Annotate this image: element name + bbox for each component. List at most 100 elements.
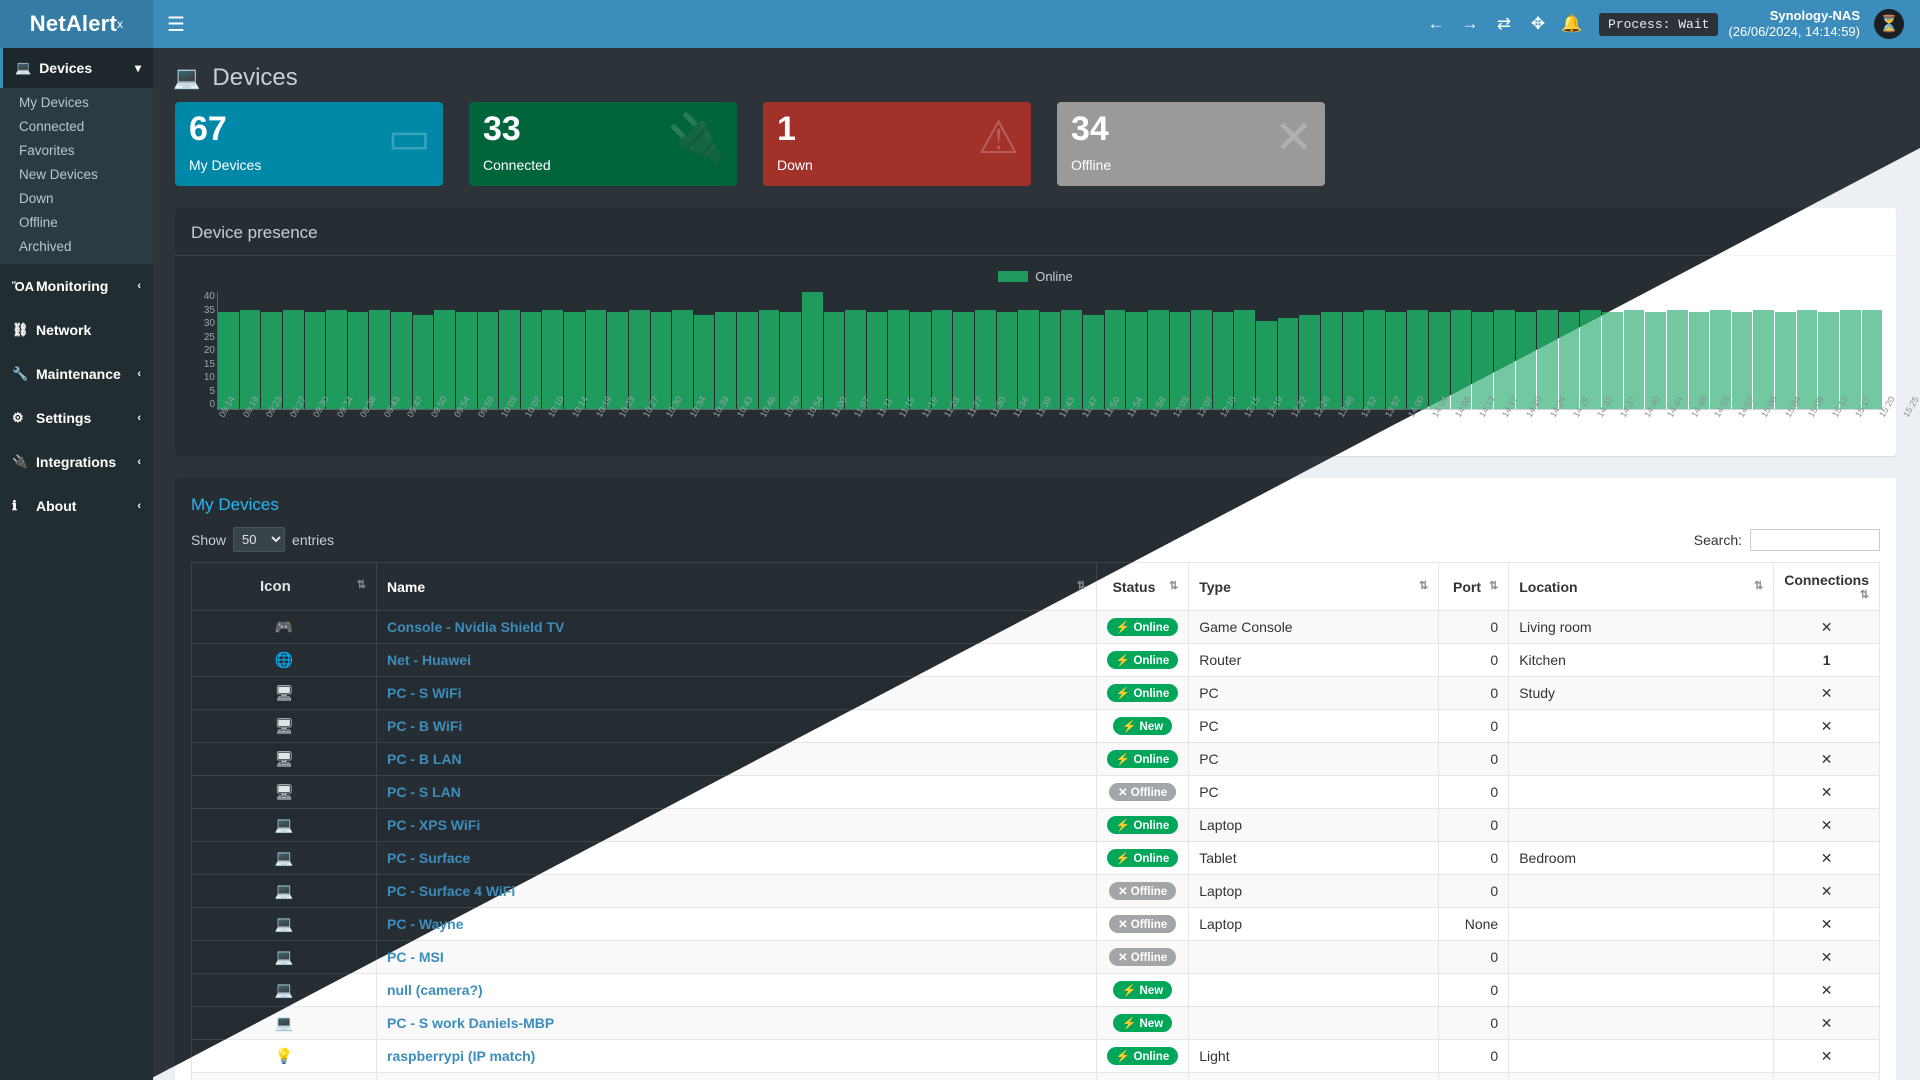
sidebar-subitem-down[interactable]: Down bbox=[19, 190, 54, 206]
chart-bar bbox=[434, 309, 455, 409]
column-header-icon[interactable]: Icon ⇅ bbox=[191, 562, 377, 611]
chart-bar bbox=[888, 309, 909, 409]
device-type bbox=[1188, 940, 1440, 974]
chart-bar bbox=[1104, 309, 1126, 409]
y-tick: 25 bbox=[203, 331, 215, 343]
device-port: 0 bbox=[1438, 643, 1510, 677]
device-name-link[interactable]: Net - Huawei bbox=[387, 652, 472, 668]
hamburger-icon[interactable]: ☰ bbox=[167, 13, 185, 36]
sidebar-sublist: My Devices Connected Favorites New Devices D… bbox=[0, 88, 153, 264]
stat-cards-dark: 67 My Devices ▭ 33 Connected 🔌 1 Down ⚠ 34 Offline… bbox=[153, 102, 1920, 186]
table-row[interactable]: 💻 PC - MSI ✕ Offline 0 ✕ bbox=[191, 940, 1880, 974]
chevron-left-icon: ‹ bbox=[137, 412, 141, 424]
device-name-link[interactable]: PC - Surface bbox=[387, 850, 471, 866]
device-name-link[interactable]: Console - Nvidia Shield TV bbox=[387, 619, 565, 635]
sidebar-item-monitoring[interactable]: ὌA Monitoring ‹ bbox=[0, 264, 153, 308]
device-name-link[interactable]: raspberrypi (IP match) bbox=[387, 1048, 536, 1064]
sort-icon[interactable]: ⇅ bbox=[1419, 579, 1429, 592]
sort-icon[interactable]: ⇅ bbox=[356, 579, 366, 591]
stat-card-down[interactable]: 1 Down ⚠ bbox=[763, 102, 1031, 186]
stat-card-connected[interactable]: 33 Connected 🔌 bbox=[469, 102, 737, 186]
column-header-type[interactable]: Type ⇅ bbox=[1188, 562, 1440, 611]
sort-icon[interactable]: ⇅ bbox=[1489, 579, 1499, 592]
status-text: Offline bbox=[1130, 919, 1168, 931]
sort-icon[interactable]: ⇅ bbox=[1169, 579, 1179, 592]
chart-bar bbox=[1147, 309, 1169, 409]
column-header-connections[interactable]: Connections⇅ bbox=[1773, 562, 1880, 611]
sidebar-label: Integrations bbox=[36, 454, 117, 470]
stat-card-my-devices[interactable]: 67 My Devices ▭ bbox=[175, 102, 443, 186]
stat-card-offline[interactable]: 34 Offline ✕ bbox=[1057, 102, 1325, 186]
legend-label-online-dark: Online bbox=[1035, 268, 1073, 284]
sidebar-item-settings[interactable]: ⚙ Settings ‹ bbox=[0, 396, 153, 440]
search-label: Search: bbox=[1693, 531, 1742, 548]
device-name-link[interactable]: PC - XPS WiFi bbox=[387, 817, 481, 833]
sidebar-main-items: ὌA Monitoring ‹ ⛓ Network 🔧 Maintenance ‹ ⚙ Setti… bbox=[0, 264, 153, 528]
device-port: 0 bbox=[1438, 973, 1510, 1007]
status-badge: ⚡ New bbox=[1112, 717, 1173, 735]
bell-icon[interactable]: 🔔 bbox=[1561, 14, 1583, 33]
legend-swatch-online bbox=[998, 270, 1029, 282]
sort-icon[interactable]: ⇅ bbox=[1754, 579, 1764, 592]
sidebar-item-about[interactable]: ℹ About ‹ bbox=[0, 484, 153, 528]
chart-bar bbox=[715, 312, 736, 409]
sidebar-subitem-my-devices[interactable]: My Devices bbox=[19, 94, 89, 110]
device-connections[interactable]: 1 bbox=[1773, 643, 1880, 677]
back-arrow-icon[interactable]: ← bbox=[1427, 14, 1445, 33]
sidebar-subitem-favorites[interactable]: Favorites bbox=[19, 142, 75, 158]
sort-icon[interactable]: ⇅ bbox=[1859, 589, 1869, 601]
sidebar-subitem-connected[interactable]: Connected bbox=[19, 118, 85, 134]
status-text: Offline bbox=[1130, 886, 1168, 898]
chart-bar bbox=[391, 312, 412, 409]
refresh-icon[interactable]: ⇄ bbox=[1496, 14, 1512, 33]
device-name-link[interactable]: PC - Surface 4 WiFi bbox=[387, 883, 516, 899]
search-input[interactable] bbox=[1750, 528, 1880, 551]
sidebar-item-devices[interactable]: 💻 Devices ▾ bbox=[0, 48, 153, 88]
sidebar-item-network[interactable]: ⛓ Network bbox=[0, 308, 153, 352]
column-header-port[interactable]: Port ⇅ bbox=[1438, 562, 1510, 611]
laptop-icon: 💻 bbox=[191, 874, 377, 908]
chart-bar bbox=[304, 312, 326, 409]
sidebar-subitem-offline[interactable]: Offline bbox=[19, 214, 58, 230]
show-label-dark: Show bbox=[191, 531, 227, 548]
stat-value: 67 bbox=[189, 110, 227, 148]
chart-icon: ὌA bbox=[12, 278, 35, 294]
chart-bar bbox=[1645, 312, 1666, 409]
column-header-name[interactable]: Name ⇅ bbox=[376, 562, 1097, 611]
sidebar-item-maintenance[interactable]: 🔧 Maintenance ‹ bbox=[0, 352, 153, 396]
sidebar: 💻 Devices ▾ My Devices Connected Favorites… bbox=[0, 48, 153, 1080]
status-text: Online bbox=[1133, 1051, 1170, 1063]
brand-logo[interactable]: NetAlert x bbox=[0, 0, 153, 48]
user-avatar-icon[interactable]: ⏳ bbox=[1874, 9, 1904, 39]
device-name-link[interactable]: PC - S work Daniels-MBP bbox=[387, 1015, 555, 1031]
sidebar-subitem-new-devices[interactable]: New Devices bbox=[19, 166, 98, 182]
sort-icon[interactable]: ⇅ bbox=[1076, 579, 1086, 592]
chart-bar bbox=[607, 312, 628, 409]
device-location bbox=[1508, 1006, 1775, 1040]
device-name-link[interactable]: PC - S WiFi bbox=[387, 685, 462, 701]
process-status-badge: Process: Wait bbox=[1599, 12, 1719, 36]
chart-bar bbox=[1666, 309, 1688, 409]
device-port: 0 bbox=[1438, 841, 1510, 875]
device-name-link[interactable]: null (camera?) bbox=[387, 982, 483, 998]
table-row[interactable]: 💡Light - Sideboard WiFi✕ OfflineLight0✕ bbox=[191, 1072, 1880, 1080]
device-name-link[interactable]: PC - B LAN bbox=[387, 751, 462, 767]
column-label: Port bbox=[1453, 578, 1481, 595]
device-name-link[interactable]: PC - S LAN bbox=[387, 784, 461, 800]
page-size-select-dark[interactable]: 102550100 bbox=[233, 527, 286, 552]
device-name-link[interactable]: PC - MSI bbox=[387, 949, 444, 965]
chart-bar bbox=[866, 312, 888, 409]
move-icon[interactable]: ✥ bbox=[1530, 14, 1546, 33]
forward-arrow-icon[interactable]: → bbox=[1461, 14, 1479, 33]
device-type bbox=[1188, 1006, 1440, 1040]
sidebar-label: Network bbox=[36, 322, 92, 338]
device-port: 0 bbox=[1438, 808, 1510, 842]
column-header-location[interactable]: Location ⇅ bbox=[1508, 562, 1775, 611]
device-name-link[interactable]: PC - B WiFi bbox=[387, 718, 463, 734]
sidebar-subitem-archived[interactable]: Archived bbox=[19, 238, 72, 254]
sidebar-item-integrations[interactable]: 🔌 Integrations ‹ bbox=[0, 440, 153, 484]
presence-chart-dark: 40 35 30 25 20 15 10 5 0 09:14 09:19 09:23 09:27 09:… bbox=[187, 292, 1920, 452]
